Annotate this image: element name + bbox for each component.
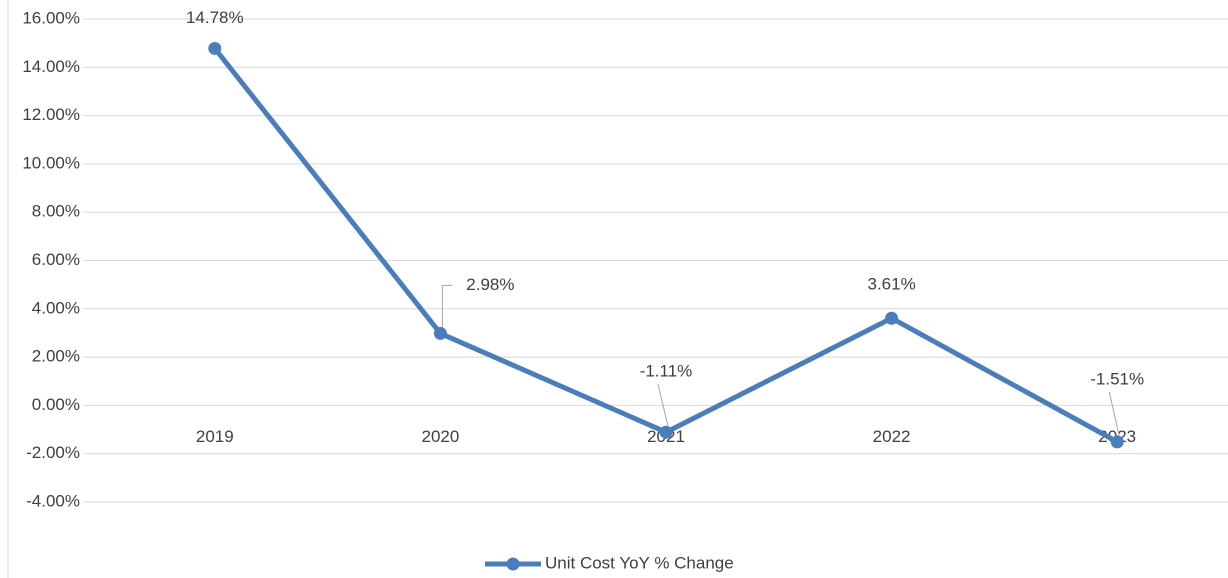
data-label: 3.61% [867,275,915,294]
data-point [659,425,673,439]
y-tick-label: 4.00% [32,298,80,317]
y-tick-label: -4.00% [26,491,80,510]
x-tick-label: 2019 [196,427,234,446]
data-label: -1.11% [640,362,693,381]
x-tick-label: 2020 [421,427,459,446]
legend-marker [506,557,520,571]
data-label: 2.98% [466,275,514,294]
y-tick-label: 6.00% [32,250,80,269]
y-tick-label: 12.00% [22,105,80,124]
y-tick-label: 0.00% [32,395,80,414]
x-tick-label: 2022 [873,427,911,446]
y-tick-label: 16.00% [22,8,80,27]
data-point [1110,435,1124,449]
data-point [208,41,222,55]
y-tick-label: -2.00% [26,443,80,462]
leader-line [441,284,453,328]
y-tick-label: 2.00% [32,347,80,366]
data-point [433,326,447,340]
y-tick-label: 8.00% [32,202,80,221]
data-point [885,311,899,325]
legend-label: Unit Cost YoY % Change [545,553,734,572]
leader-line [657,384,669,427]
series-line [212,46,1119,445]
leader-line [1108,391,1120,436]
data-label: 14.78% [186,8,244,27]
y-tick-label: 14.00% [22,57,80,76]
data-label: -1.51% [1090,369,1144,388]
y-tick-label: 10.00% [22,153,80,172]
